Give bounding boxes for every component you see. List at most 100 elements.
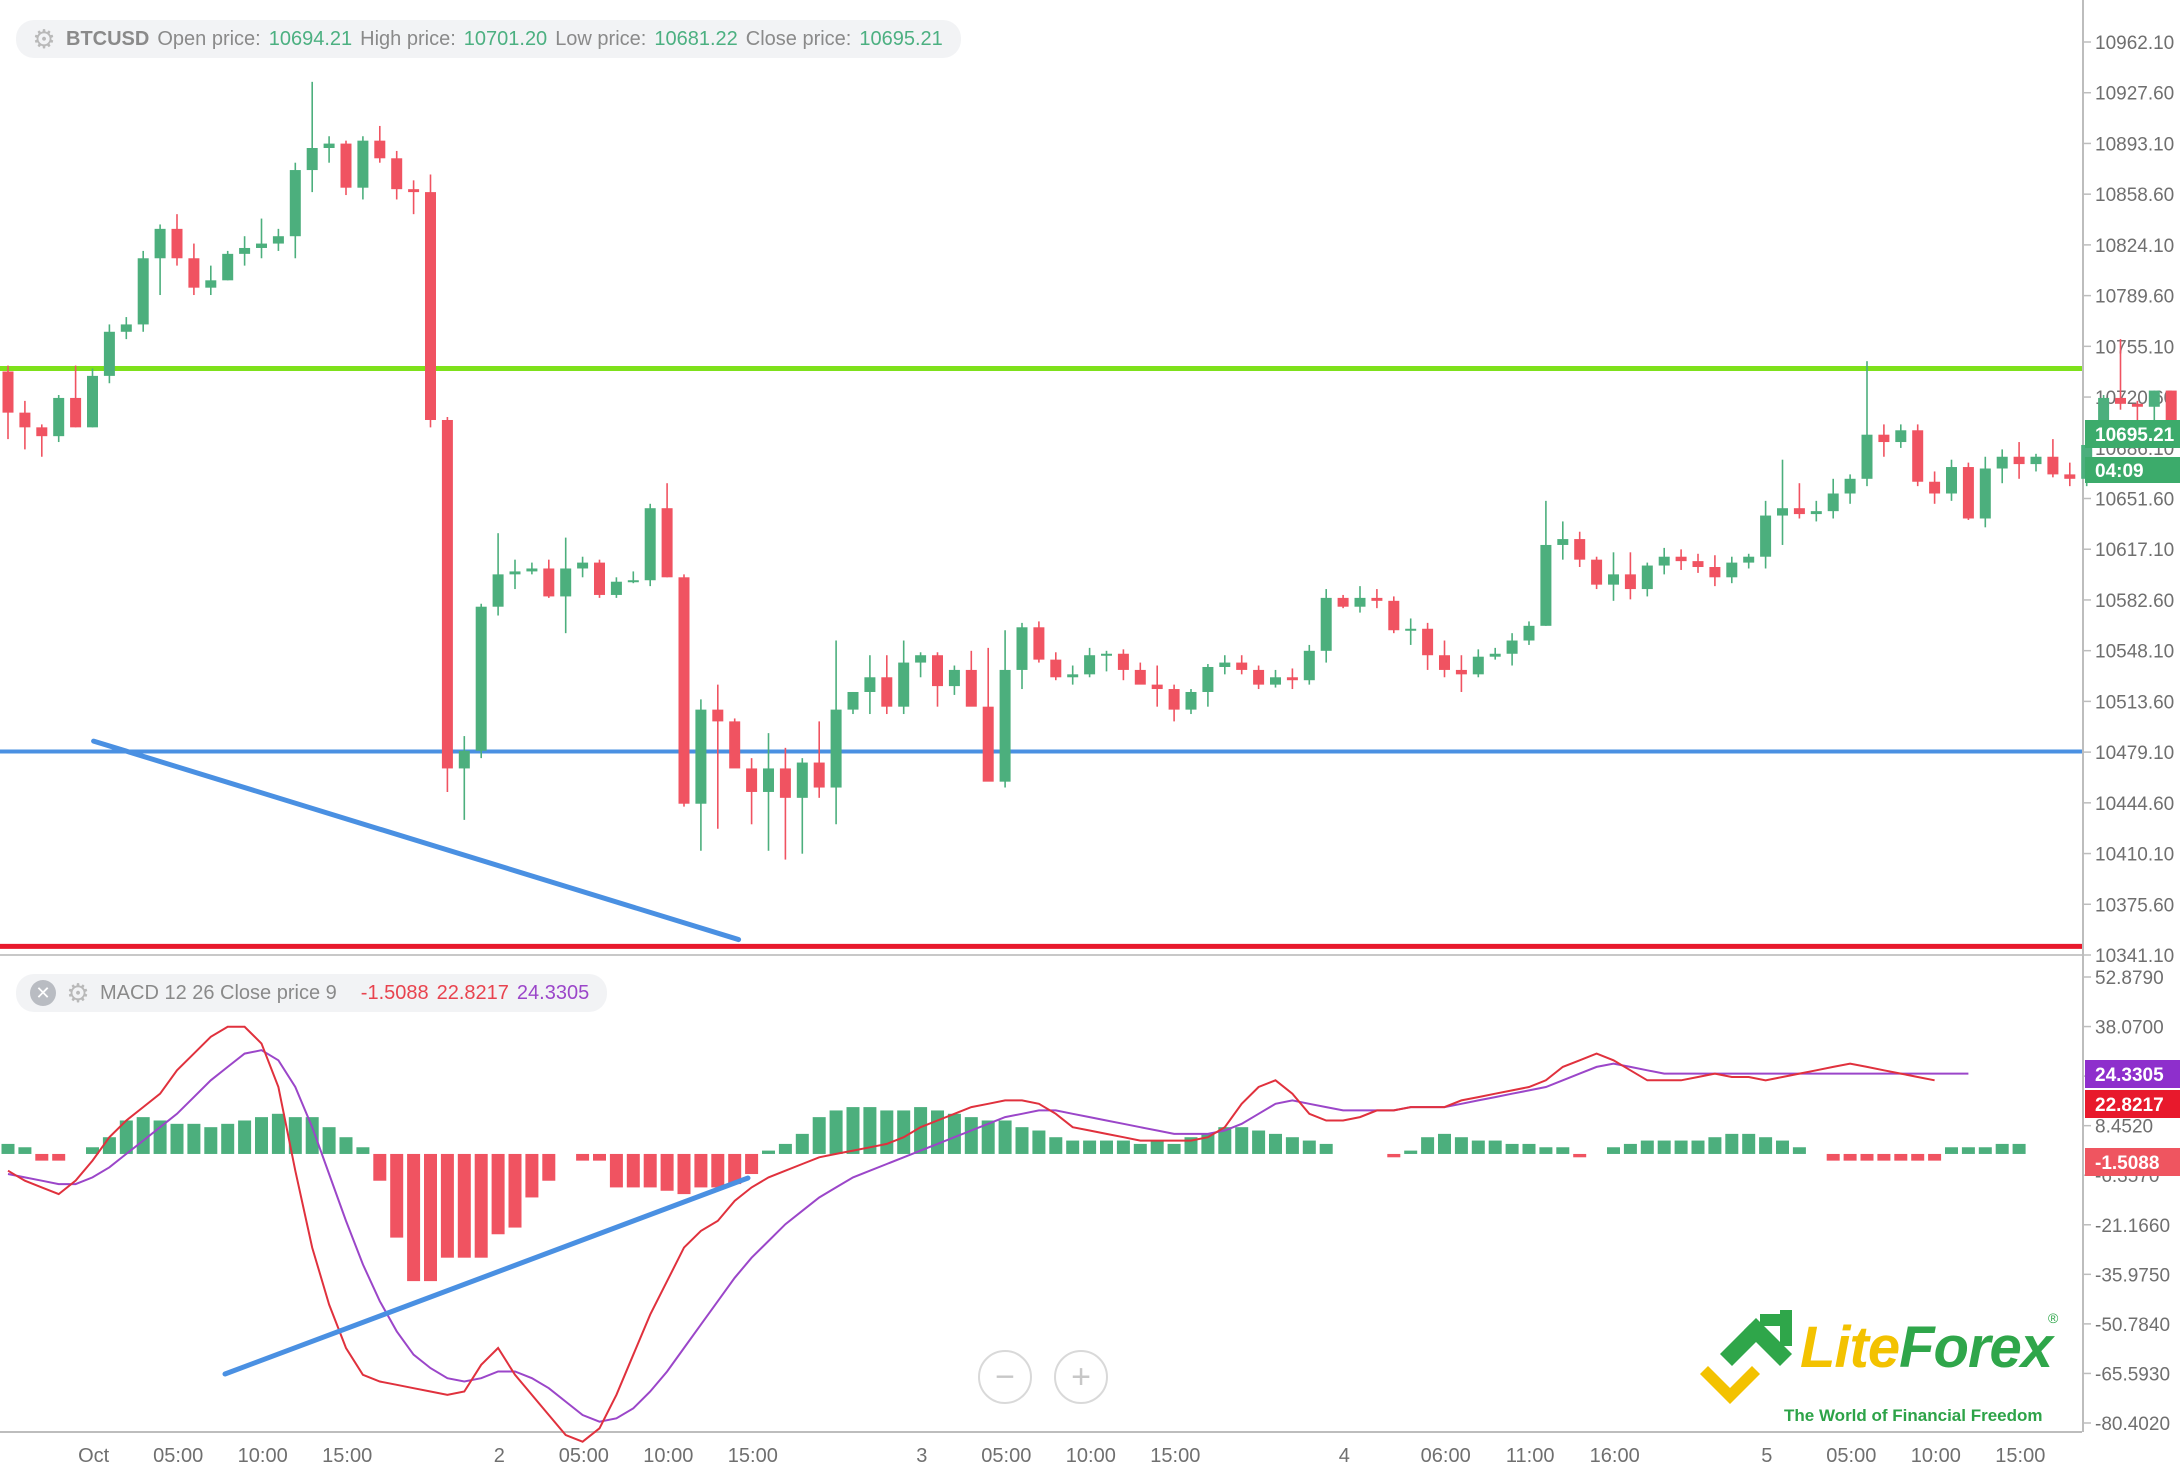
bull-candle[interactable] — [475, 606, 487, 751]
bear-candle[interactable] — [678, 577, 690, 804]
bull-candle[interactable] — [1016, 627, 1028, 670]
bull-candle[interactable] — [1743, 556, 1755, 563]
bull-candle[interactable] — [1540, 544, 1552, 626]
bull-candle[interactable] — [306, 148, 318, 171]
bull-candle[interactable] — [1185, 691, 1197, 710]
bear-candle[interactable] — [1455, 669, 1467, 675]
zoom-out-button[interactable]: − — [978, 1350, 1032, 1404]
bull-candle[interactable] — [492, 574, 504, 607]
bear-candle[interactable] — [2047, 456, 2059, 475]
bear-candle[interactable] — [965, 669, 977, 707]
bull-candle[interactable] — [1726, 562, 1738, 578]
bear-candle[interactable] — [1134, 669, 1146, 685]
bull-candle[interactable] — [87, 375, 98, 428]
bear-candle[interactable] — [70, 397, 82, 428]
bear-candle[interactable] — [2115, 397, 2126, 404]
bull-candle[interactable] — [999, 669, 1011, 782]
bear-candle[interactable] — [2013, 456, 2025, 465]
bear-candle[interactable] — [1168, 689, 1180, 710]
bull-candle[interactable] — [830, 709, 842, 788]
bull-candle[interactable] — [1760, 515, 1772, 557]
bull-candle[interactable] — [509, 571, 521, 575]
bull-candle[interactable] — [289, 170, 301, 237]
bear-candle[interactable] — [661, 508, 673, 578]
bull-candle[interactable] — [915, 655, 927, 663]
bull-candle[interactable] — [239, 247, 251, 254]
bull-candle[interactable] — [1608, 574, 1619, 585]
bear-candle[interactable] — [1151, 684, 1163, 690]
bear-candle[interactable] — [19, 412, 31, 428]
bull-candle[interactable] — [1658, 556, 1670, 566]
bear-candle[interactable] — [1236, 662, 1248, 670]
bear-candle[interactable] — [1692, 561, 1704, 568]
bull-candle[interactable] — [560, 568, 572, 597]
bull-candle[interactable] — [1472, 656, 1484, 675]
bull-candle[interactable] — [1979, 468, 1991, 519]
bull-candle[interactable] — [1202, 666, 1214, 692]
bear-candle[interactable] — [1591, 559, 1603, 585]
bull-candle[interactable] — [627, 580, 639, 583]
bear-candle[interactable] — [594, 562, 605, 595]
bull-candle[interactable] — [205, 280, 217, 288]
bear-candle[interactable] — [408, 189, 420, 193]
bull-candle[interactable] — [644, 508, 656, 581]
bear-candle[interactable] — [340, 143, 352, 188]
bull-candle[interactable] — [256, 243, 267, 248]
bull-candle[interactable] — [796, 762, 808, 798]
bull-candle[interactable] — [2148, 390, 2160, 407]
bear-candle[interactable] — [1929, 481, 1941, 494]
bull-candle[interactable] — [154, 228, 166, 259]
bear-candle[interactable] — [881, 677, 893, 707]
gear-icon[interactable]: ⚙ — [32, 24, 56, 54]
bear-candle[interactable] — [2131, 403, 2143, 407]
bear-candle[interactable] — [1624, 574, 1636, 590]
bear-candle[interactable] — [188, 258, 200, 288]
bear-candle[interactable] — [1675, 556, 1687, 562]
bear-candle[interactable] — [1962, 467, 1974, 519]
bull-candle[interactable] — [1641, 565, 1653, 590]
bull-candle[interactable] — [695, 709, 707, 804]
bull-candle[interactable] — [272, 236, 284, 244]
bear-candle[interactable] — [712, 709, 724, 722]
bear-candle[interactable] — [171, 228, 183, 259]
bear-candle[interactable] — [982, 706, 994, 782]
bull-candle[interactable] — [1303, 650, 1315, 681]
bear-candle[interactable] — [1574, 539, 1586, 560]
bull-candle[interactable] — [1320, 597, 1332, 651]
bull-candle[interactable] — [1946, 467, 1957, 494]
bear-candle[interactable] — [2, 371, 14, 413]
bull-candle[interactable] — [2030, 456, 2042, 465]
bear-candle[interactable] — [2064, 474, 2076, 479]
bear-candle[interactable] — [1033, 627, 1045, 660]
bear-candle[interactable] — [1371, 597, 1383, 601]
bear-candle[interactable] — [932, 655, 943, 687]
bull-candle[interactable] — [526, 568, 538, 572]
bull-candle[interactable] — [1084, 655, 1096, 675]
bull-candle[interactable] — [1996, 456, 2008, 469]
bull-candle[interactable] — [1101, 653, 1112, 656]
bear-candle[interactable] — [1050, 659, 1062, 678]
bull-candle[interactable] — [847, 691, 859, 710]
bull-candle[interactable] — [1405, 628, 1417, 631]
bull-candle[interactable] — [763, 768, 774, 792]
macd-signal-line[interactable] — [7, 1049, 1969, 1423]
gear-icon[interactable]: ⚙ — [66, 978, 90, 1008]
bear-candle[interactable] — [1793, 508, 1805, 515]
bull-candle[interactable] — [1354, 597, 1366, 607]
bull-candle[interactable] — [103, 331, 115, 376]
bull-candle[interactable] — [53, 397, 65, 437]
bear-candle[interactable] — [779, 768, 791, 798]
bear-candle[interactable] — [425, 192, 436, 420]
bull-candle[interactable] — [898, 662, 910, 707]
bull-candle[interactable] — [1506, 640, 1518, 654]
bear-candle[interactable] — [1337, 597, 1349, 607]
bear-candle[interactable] — [391, 158, 403, 190]
bear-candle[interactable] — [36, 427, 48, 437]
bull-candle[interactable] — [323, 143, 335, 149]
bear-candle[interactable] — [543, 568, 555, 597]
bear-candle[interactable] — [1253, 669, 1265, 685]
bull-candle[interactable] — [1844, 478, 1856, 494]
bull-candle[interactable] — [948, 669, 960, 687]
macd-trendline[interactable] — [222, 1175, 751, 1377]
